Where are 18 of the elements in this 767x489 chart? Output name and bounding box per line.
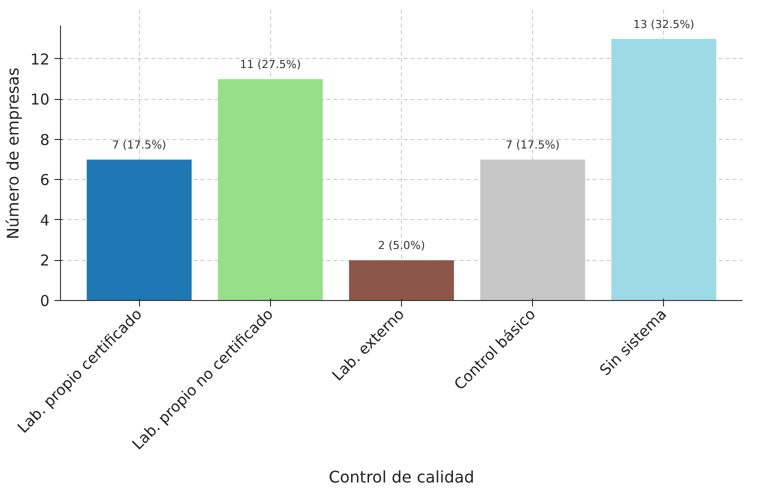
y-tick-label: 4 bbox=[40, 211, 50, 230]
y-tick-label: 0 bbox=[40, 292, 50, 310]
data-label: 2 (5.0%) bbox=[378, 239, 426, 252]
y-tick-label: 10 bbox=[30, 90, 50, 109]
y-axis-title: Número de empresas bbox=[3, 68, 22, 240]
bar bbox=[611, 38, 716, 300]
data-label: 7 (17.5%) bbox=[506, 138, 560, 152]
y-tick-label: 8 bbox=[40, 130, 50, 149]
y-tick-label: 2 bbox=[40, 252, 50, 270]
data-label: 11 (27.5%) bbox=[240, 58, 301, 72]
x-axis-title: Control de calidad bbox=[328, 468, 474, 487]
y-tick-label: 12 bbox=[30, 50, 50, 68]
bar bbox=[218, 79, 323, 300]
data-label: 13 (32.5%) bbox=[633, 18, 694, 31]
bar bbox=[86, 160, 192, 300]
y-tick-label: 6 bbox=[40, 171, 50, 190]
bar bbox=[349, 260, 454, 300]
data-label: 7 (17.5%) bbox=[112, 138, 166, 152]
